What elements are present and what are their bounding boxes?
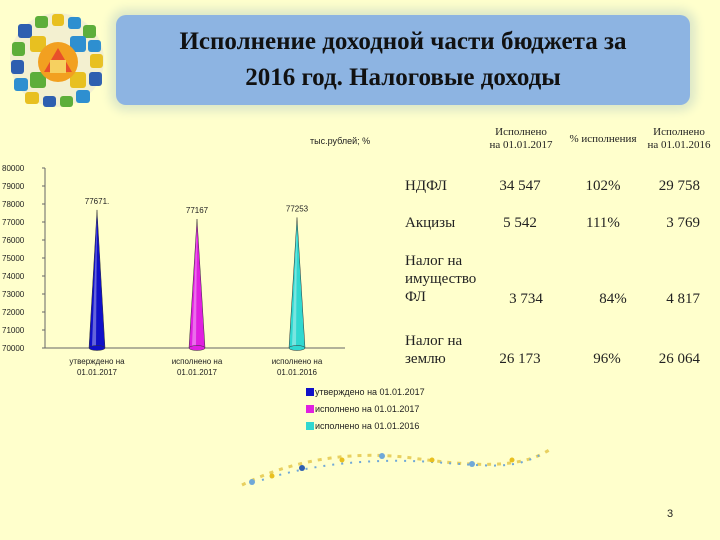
header-executed-2016-line1: Исполнено: [653, 126, 705, 138]
cone-base: [88, 345, 106, 351]
row-name: Налог на имущество ФЛ: [405, 252, 476, 306]
header-executed-2017: Исполнено на 01.01.2017: [478, 126, 564, 152]
legend-item: исполнено на 01.01.2017: [306, 400, 425, 417]
cone-base: [288, 345, 306, 351]
row-name-line1: Налог на: [405, 333, 463, 349]
row-value-2016: 3 769: [666, 215, 700, 231]
cone-base: [188, 345, 206, 351]
row-value-2017: 34 547: [499, 178, 541, 194]
cone-bar: [88, 209, 106, 349]
legend-label: исполнено на 01.01.2016: [315, 420, 420, 431]
header-percent: % исполнения: [569, 133, 637, 145]
legend-label: утверждено на 01.01.2017: [315, 386, 425, 397]
data-label: 77671.: [85, 197, 109, 206]
x-tick-label: 01.01.2017: [177, 368, 218, 377]
header-executed-2016-line2: на 01.01.2016: [647, 139, 711, 151]
x-tick-label: исполнено на: [272, 357, 323, 366]
row-name-line2: землю: [405, 351, 446, 367]
cone-bar: [188, 218, 206, 349]
row-percent: 102%: [585, 178, 621, 194]
cone-bar: [288, 217, 306, 349]
y-tick-label: 72000: [2, 308, 25, 317]
row-value-2017: 3 734: [509, 291, 543, 307]
y-tick-label: 70000: [2, 344, 25, 353]
header-executed-2017-line1: Исполнено: [495, 126, 547, 138]
title-box: Исполнение доходной части бюджета за 201…: [116, 15, 690, 105]
row-name-line2: имущество: [405, 271, 477, 287]
row-percent: 84%: [599, 291, 627, 307]
x-tick-label: утверждено на: [69, 357, 125, 366]
row-name: Акцизы: [405, 215, 456, 231]
header-executed-2016: Исполнено на 01.01.2016: [638, 126, 720, 152]
y-tick-label: 78000: [2, 200, 25, 209]
y-tick-label: 80000: [2, 164, 25, 173]
x-tick-label: 01.01.2017: [77, 368, 118, 377]
title-line-2: 2016 год. Налоговые доходы: [245, 64, 561, 91]
header-executed-2017-line2: на 01.01.2017: [489, 139, 553, 151]
row-name: Налог на землю: [405, 332, 462, 368]
row-value-2016: 4 817: [666, 291, 700, 307]
legend-item: утверждено на 01.01.2017: [306, 383, 425, 400]
row-percent: 111%: [586, 215, 620, 231]
y-tick-label: 74000: [2, 272, 25, 281]
legend-swatch: [306, 421, 314, 430]
cone-highlight: [92, 215, 97, 346]
legend-item: исполнено на 01.01.2016: [306, 417, 425, 434]
row-name-line3: ФЛ: [405, 289, 426, 305]
title-line-1: Исполнение доходной части бюджета за: [179, 28, 627, 55]
decorative-swirl: [241, 446, 553, 487]
y-tick-label: 77000: [2, 218, 25, 227]
y-tick-label: 76000: [2, 236, 25, 245]
legend-swatch: [306, 387, 314, 396]
cone-highlight: [292, 223, 297, 346]
y-tick-label: 73000: [2, 290, 25, 299]
row-value-2017: 5 542: [503, 215, 537, 231]
row-name-line1: Налог на: [405, 253, 463, 269]
x-tick-label: 01.01.2016: [277, 368, 318, 377]
chart-legend: утверждено на 01.01.2017 исполнено на 01…: [306, 383, 425, 434]
legend-swatch: [306, 404, 314, 413]
data-label: 77253: [286, 204, 309, 213]
slide-title: Исполнение доходной части бюджета за 201…: [179, 24, 626, 96]
row-value-2016: 26 064: [658, 351, 700, 367]
row-value-2017: 26 173: [499, 351, 541, 367]
row-name: НДФЛ: [405, 178, 447, 194]
mosaic-logo: [10, 13, 104, 107]
data-label: 77167: [186, 206, 209, 215]
legend-label: исполнено на 01.01.2017: [315, 403, 420, 414]
page-number: 3: [667, 508, 674, 520]
y-tick-label: 79000: [2, 182, 25, 191]
y-tick-label: 75000: [2, 254, 25, 263]
units-label: тыс.рублей; %: [310, 136, 371, 146]
x-tick-label: исполнено на: [172, 357, 223, 366]
row-value-2016: 29 758: [658, 178, 700, 194]
cone-highlight: [192, 224, 197, 346]
y-tick-label: 71000: [2, 326, 25, 335]
row-percent: 96%: [593, 351, 621, 367]
